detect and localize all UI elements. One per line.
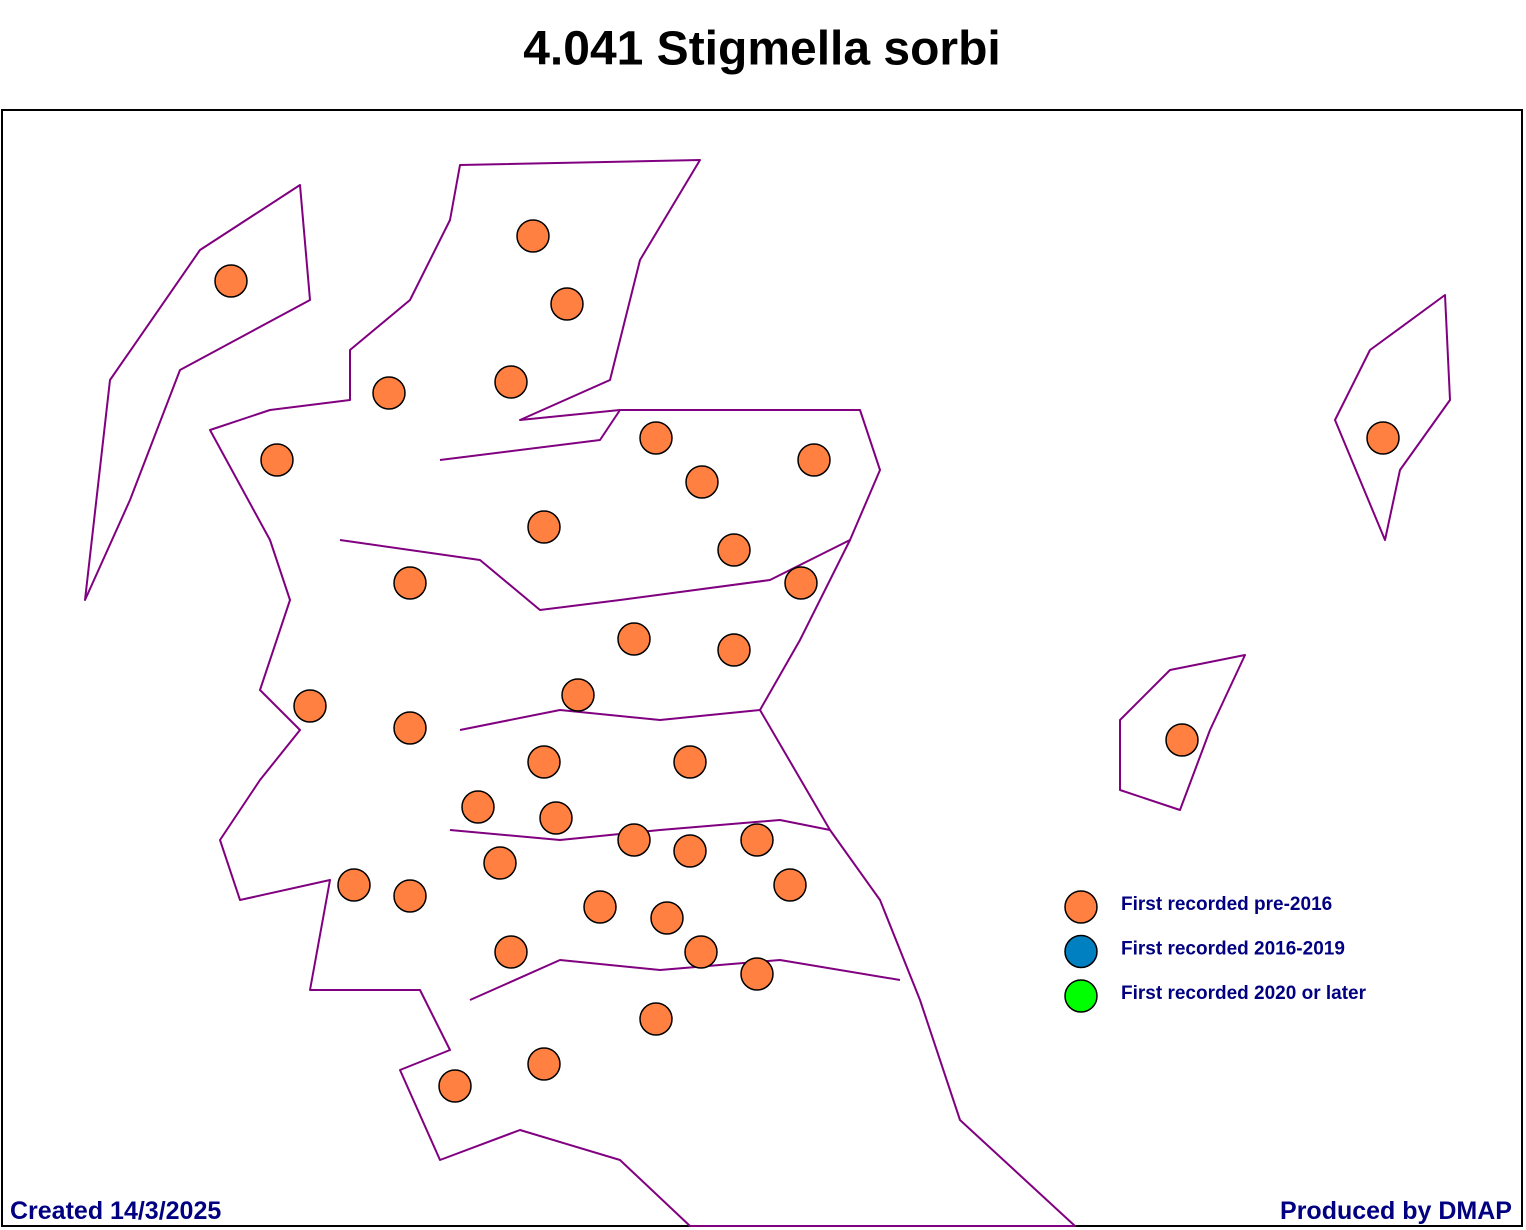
record-dot: [717, 633, 751, 667]
record-dot: [797, 443, 831, 477]
record-dot: [494, 365, 528, 399]
record-dot: [650, 901, 684, 935]
record-dot: [617, 823, 651, 857]
orkney: [1119, 654, 1246, 811]
record-dot: [483, 846, 517, 880]
shetland: [1334, 294, 1451, 541]
legend-swatch: [1064, 934, 1098, 969]
mainland: [209, 159, 1076, 1227]
outlines: [84, 159, 1451, 1227]
record-dot: [494, 935, 528, 969]
record-dot: [639, 421, 673, 455]
record-dot: [372, 376, 406, 410]
legend-label: First recorded pre-2016: [1121, 894, 1332, 915]
record-dot: [527, 510, 561, 544]
record-dot: [293, 689, 327, 723]
record-dot: [438, 1069, 472, 1103]
region-border: [339, 539, 851, 611]
record-dot: [561, 678, 595, 712]
records: [214, 219, 1400, 1103]
record-dot: [527, 1047, 561, 1081]
record-dot: [717, 533, 751, 567]
legend-label: First recorded 2016-2019: [1121, 939, 1345, 960]
record-dot: [393, 711, 427, 745]
record-dot: [539, 801, 573, 835]
legend-swatch: [1064, 890, 1098, 924]
record-dot: [617, 622, 651, 656]
record-dot: [773, 868, 807, 902]
record-dot: [740, 957, 774, 991]
record-dot: [1165, 723, 1199, 757]
record-dot: [550, 287, 584, 321]
record-dot: [214, 264, 248, 298]
record-dot: [784, 566, 818, 600]
record-dot: [673, 745, 707, 779]
record-dot: [461, 790, 495, 824]
map-title: 4.041 Stigmella sorbi: [523, 23, 1001, 76]
record-dot: [673, 834, 707, 868]
legend: First recorded pre-2016 First recorded 20…: [1064, 890, 1367, 1013]
legend-label: First recorded 2020 or later: [1121, 983, 1367, 1004]
outer-hebrides: [84, 184, 311, 601]
record-dot: [583, 890, 617, 924]
record-dot: [337, 868, 371, 902]
created-note: Created 14/3/2025: [10, 1197, 221, 1225]
record-dot: [393, 879, 427, 913]
record-dot: [516, 219, 550, 253]
record-dot: [1366, 421, 1400, 455]
producer-note: Produced by DMAP: [1280, 1197, 1512, 1225]
region-border: [459, 709, 761, 731]
record-dot: [639, 1002, 673, 1036]
legend-swatch: [1064, 979, 1098, 1013]
record-dot: [260, 443, 294, 477]
region-border: [469, 959, 901, 1001]
record-dot: [527, 745, 561, 779]
record-dot: [684, 935, 718, 969]
region-border: [449, 819, 831, 841]
record-dot: [393, 566, 427, 600]
record-dot: [740, 823, 774, 857]
region-border: [439, 409, 621, 461]
record-dot: [685, 465, 719, 499]
